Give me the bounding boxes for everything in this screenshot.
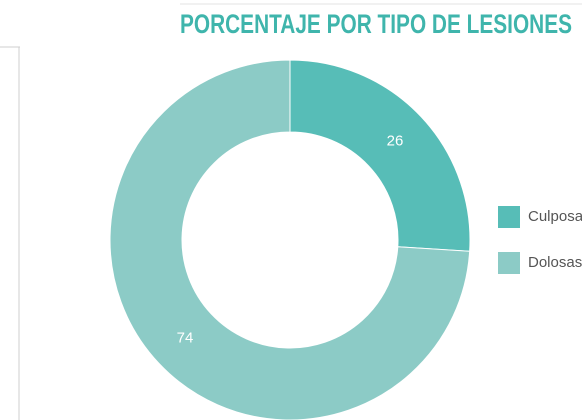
data-label: 74 <box>177 330 194 347</box>
legend-label: Culposas <box>528 208 582 225</box>
legend-label: Dolosas <box>528 254 582 271</box>
pie-slice <box>289 59 471 252</box>
chart-title: PORCENTAJE POR TIPO DE LESIONES <box>180 9 572 39</box>
legend-swatch <box>498 206 520 228</box>
data-label: 26 <box>387 132 404 149</box>
legend-swatch <box>498 252 520 274</box>
pie-slice <box>109 59 471 420</box>
